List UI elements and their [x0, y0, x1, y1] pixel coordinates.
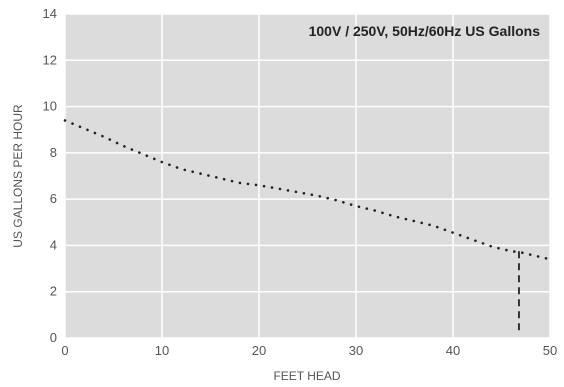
x-tick-label-30: 30: [349, 343, 363, 358]
x-tick-label-40: 40: [446, 343, 460, 358]
x-axis-label: FEET HEAD: [273, 369, 340, 383]
chart-title: 100V / 250V, 50Hz/60Hz US Gallons: [309, 23, 541, 39]
plot-background: [65, 14, 550, 338]
x-tick-label-20: 20: [252, 343, 266, 358]
y-tick-label-8: 8: [50, 145, 57, 160]
grid: [64, 13, 551, 339]
x-tick-label-10: 10: [155, 343, 169, 358]
x-tick-label-0: 0: [61, 343, 68, 358]
y-tick-label-10: 10: [43, 99, 57, 114]
x-tick-label-50: 50: [543, 343, 557, 358]
y-tick-label-0: 0: [50, 330, 57, 345]
tick-labels: 0 10 20 30 40 50 0 2 4 6 8 10 12 14: [43, 6, 558, 358]
y-tick-label-12: 12: [43, 52, 57, 67]
y-tick-label-6: 6: [50, 191, 57, 206]
y-axis-label: US GALLONS PER HOUR: [11, 104, 25, 248]
y-tick-label-4: 4: [50, 237, 57, 252]
y-tick-label-14: 14: [43, 6, 57, 21]
y-tick-label-2: 2: [50, 284, 57, 299]
